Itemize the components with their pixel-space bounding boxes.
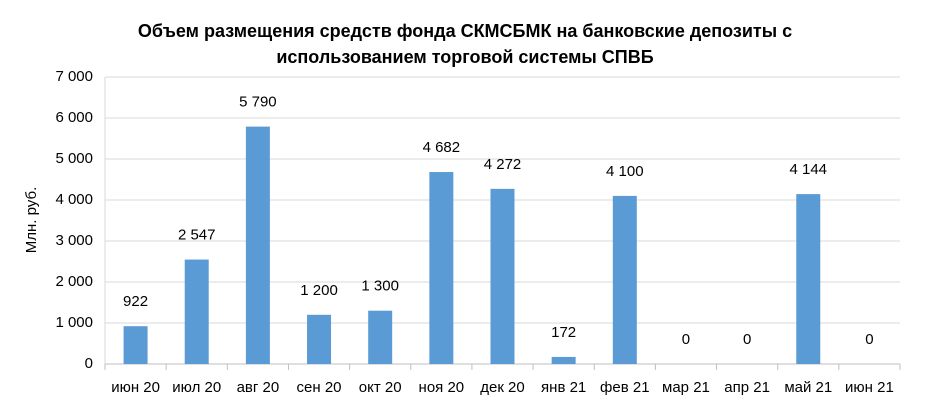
x-tick-label: авг 20 <box>237 379 280 396</box>
value-label: 1 300 <box>361 278 399 295</box>
value-label: 0 <box>682 331 690 348</box>
bar <box>184 259 209 364</box>
y-tick-label: 5 000 <box>55 150 93 167</box>
y-tick-label: 6 000 <box>55 109 93 126</box>
x-tick-label: сен 20 <box>297 379 342 396</box>
chart-title: использованием торговой системы СПВБ <box>276 47 653 67</box>
value-label: 922 <box>123 293 148 310</box>
bar <box>307 314 332 364</box>
value-label: 4 272 <box>484 156 522 173</box>
bar <box>796 194 821 364</box>
bar <box>490 188 515 364</box>
x-tick-label: ноя 20 <box>419 379 465 396</box>
y-tick-label: 0 <box>85 355 93 372</box>
bar <box>551 356 576 364</box>
bar <box>245 126 270 364</box>
chart-title: Объем размещения средств фонда СКМСБМК н… <box>138 21 792 41</box>
y-tick-label: 3 000 <box>55 232 93 249</box>
value-label: 4 682 <box>423 139 461 156</box>
y-tick-label: 2 000 <box>55 273 93 290</box>
y-axis-label: Млн. руб. <box>23 187 40 253</box>
x-tick-label: янв 21 <box>541 379 586 396</box>
value-label: 1 200 <box>300 282 338 299</box>
x-tick-label: июн 20 <box>111 379 160 396</box>
x-tick-label: дек 20 <box>480 379 525 396</box>
x-tick-label: мар 21 <box>662 379 710 396</box>
y-tick-label: 7 000 <box>55 68 93 85</box>
value-label: 0 <box>865 331 873 348</box>
value-label: 4 100 <box>606 163 644 180</box>
bar <box>429 172 454 364</box>
x-tick-label: фев 21 <box>600 379 650 396</box>
y-tick-label: 1 000 <box>55 314 93 331</box>
x-tick-label: май 21 <box>784 379 832 396</box>
x-tick-label: июл 20 <box>172 379 221 396</box>
value-label: 0 <box>743 331 751 348</box>
value-label: 172 <box>551 324 576 341</box>
x-tick-label: окт 20 <box>359 379 402 396</box>
value-label: 2 547 <box>178 227 216 244</box>
value-label: 4 144 <box>789 161 827 178</box>
x-tick-label: июн 21 <box>845 379 894 396</box>
y-tick-label: 4 000 <box>55 191 93 208</box>
bar <box>123 326 148 364</box>
value-label: 5 790 <box>239 94 277 111</box>
x-tick-label: апр 21 <box>724 379 770 396</box>
bar <box>368 310 393 364</box>
bar <box>612 195 637 364</box>
